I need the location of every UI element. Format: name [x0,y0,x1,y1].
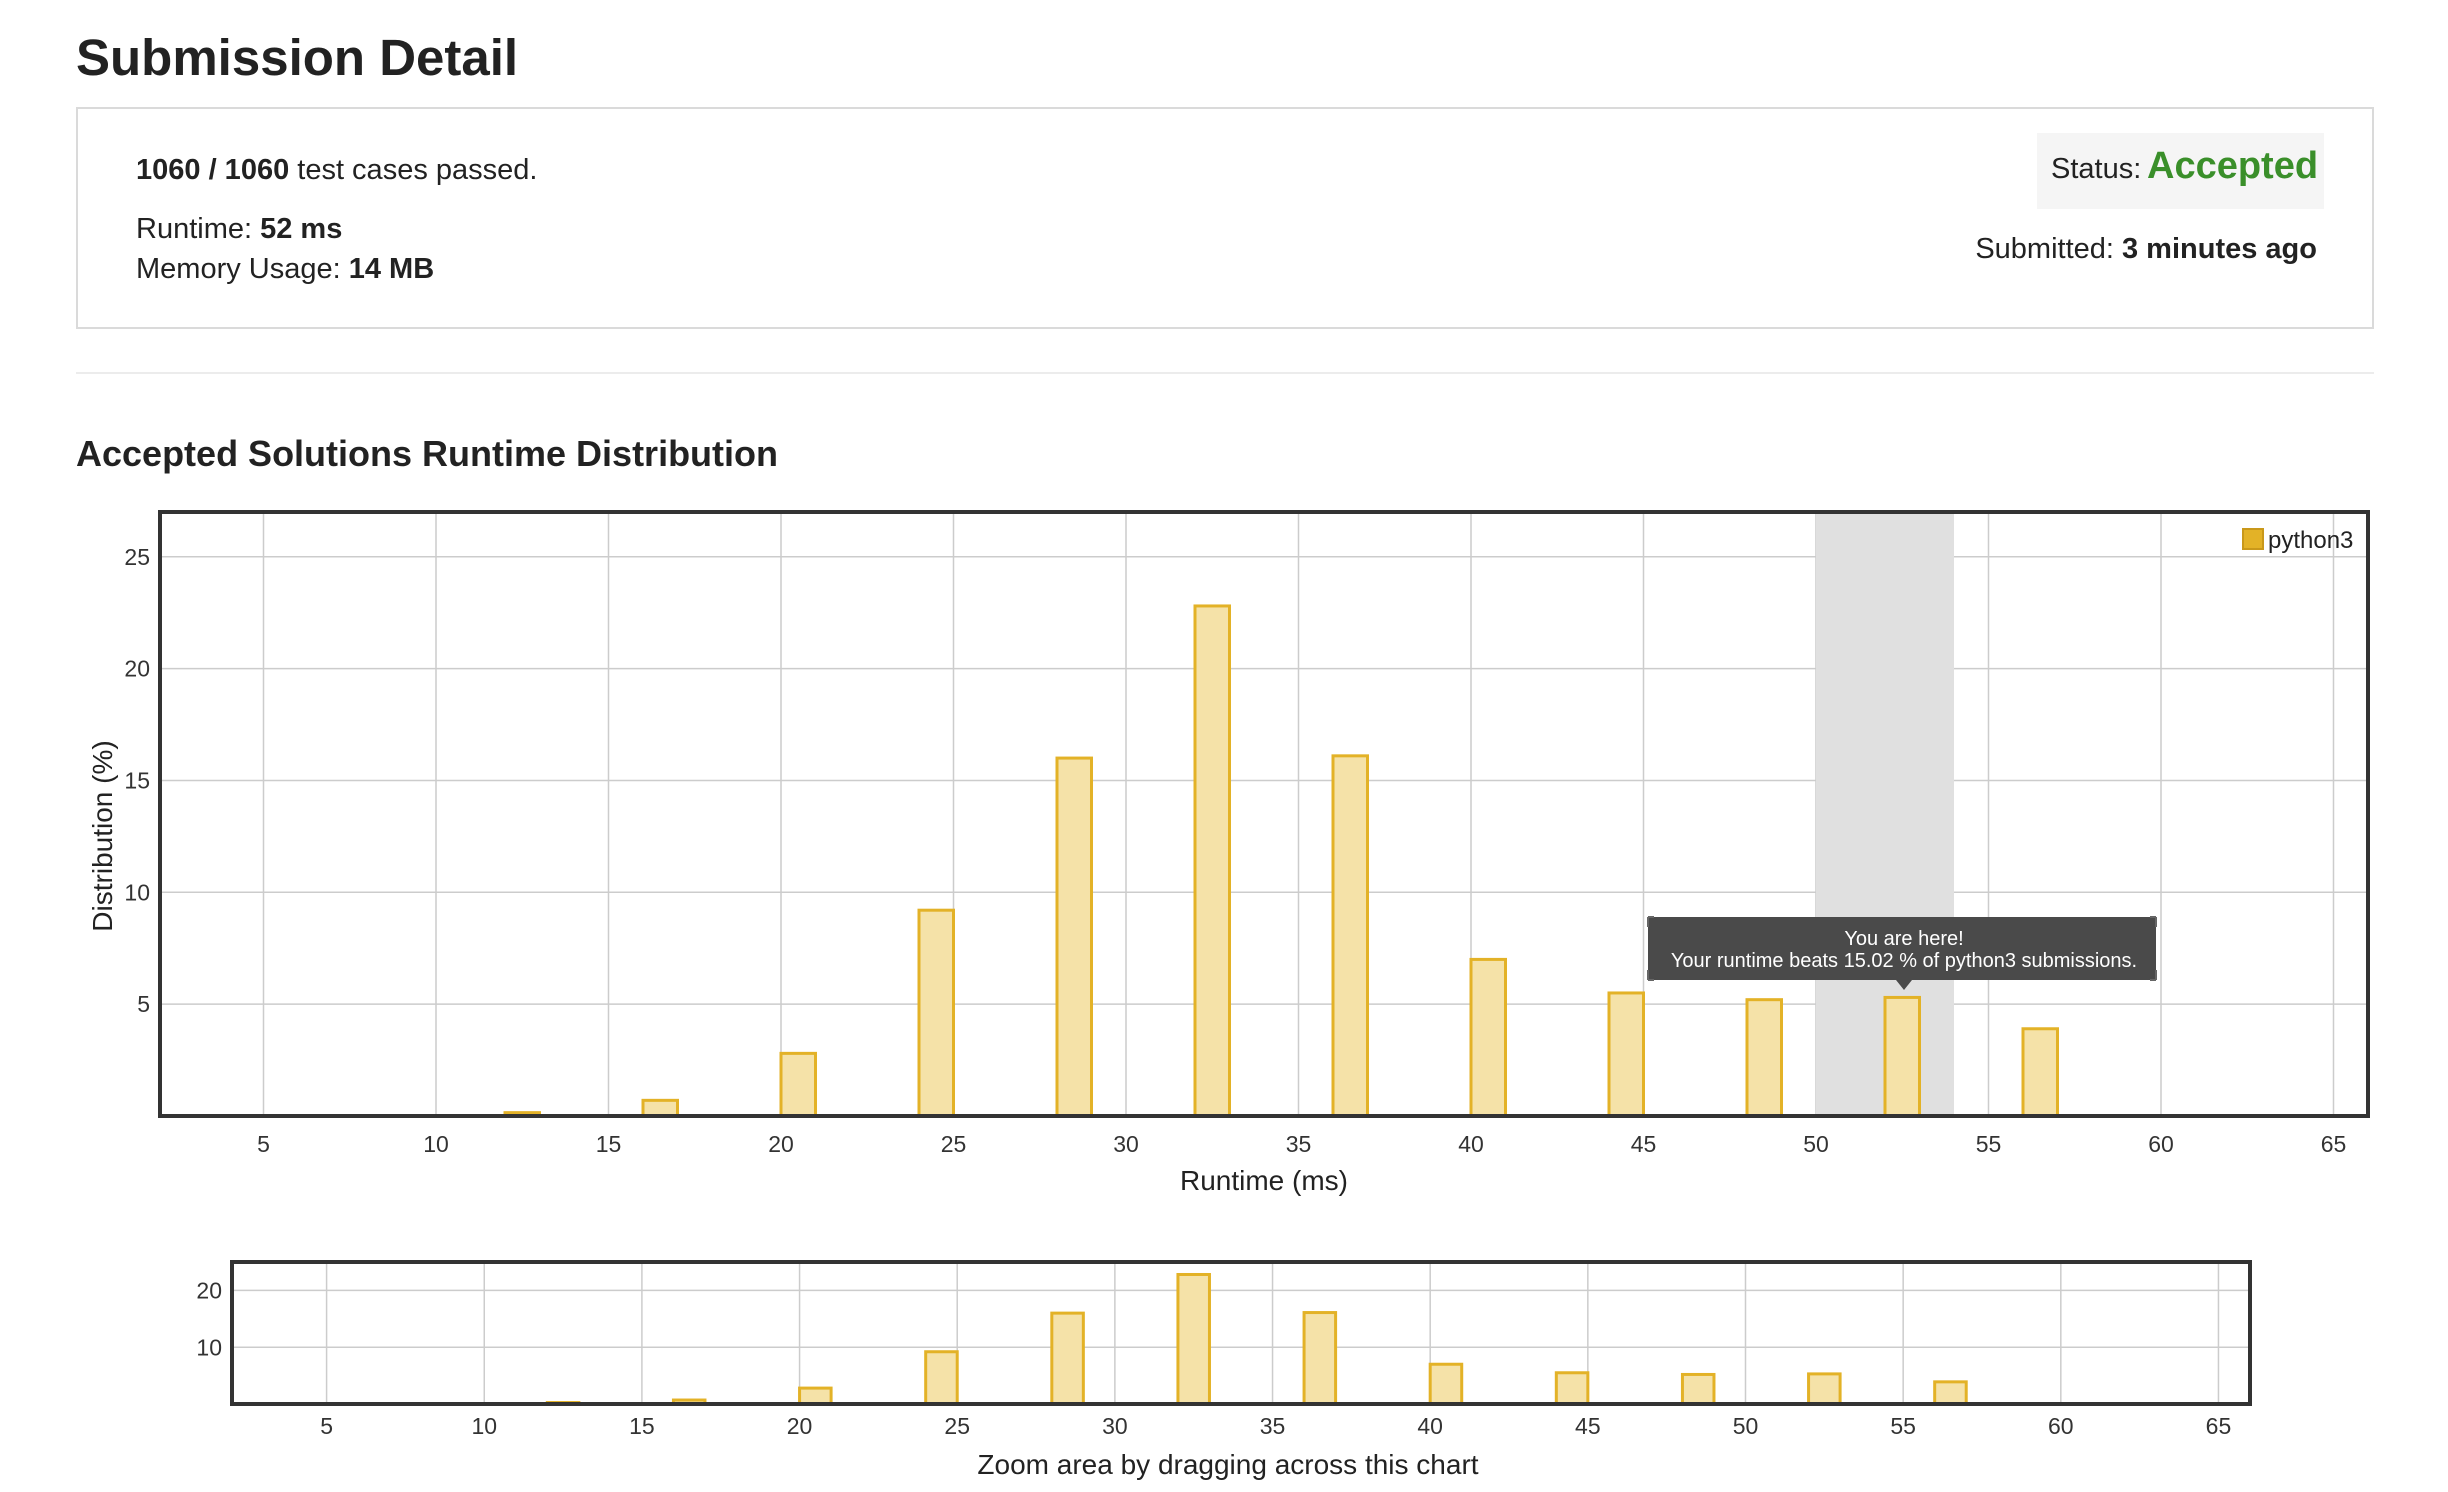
bar-24.5[interactable] [917,908,955,1118]
x-tick-label: 45 [1575,1413,1601,1439]
main-x-tick-labels: 5 10 15 20 25 30 35 40 45 50 55 60 65 [257,1131,2346,1157]
x-tick-label: 35 [1286,1131,1312,1157]
bar-56.5[interactable] [1933,1380,1968,1406]
y-tick-label: 20 [124,656,150,682]
submitted-label: Submitted: [1975,233,2122,265]
y-tick-label: 10 [124,879,150,905]
navigator-y-tick-labels: 10 20 [196,1277,222,1360]
x-tick-label: 50 [1803,1131,1829,1157]
x-tick-label: 40 [1458,1131,1484,1157]
bar-48.5[interactable] [1680,1372,1716,1406]
bar-28.5[interactable] [1050,1311,1085,1406]
x-tick-label: 5 [320,1413,333,1439]
bar-48.5[interactable] [1745,998,1783,1118]
bar-20.5[interactable] [779,1051,817,1118]
x-tick-label: 55 [1976,1131,2002,1157]
navigator-x-tick-labels: 5 10 15 20 25 30 35 40 45 50 55 60 65 [320,1413,2231,1439]
y-tick-label: 20 [196,1277,222,1303]
navigator-plot-border [230,1260,2252,1406]
x-tick-label: 65 [2206,1413,2232,1439]
runtime-tooltip: You are here! Your runtime beats 15.02 %… [1647,916,2157,990]
runtime-line: Runtime: 52 ms [136,213,342,246]
x-tick-label: 35 [1260,1413,1286,1439]
legend[interactable]: python3 [2242,527,2353,554]
legend-swatch [2242,528,2264,550]
tooltip-line-1: You are here! [1844,928,1963,950]
main-y-tick-labels: 5 10 15 20 25 [124,544,150,1017]
bar-24.5[interactable] [924,1350,959,1406]
bar-44.5[interactable] [1554,1371,1590,1406]
main-plot-frame [160,512,2368,1116]
x-tick-label: 5 [257,1131,270,1157]
memory-label: Memory Usage: [136,253,349,285]
x-tick-label: 65 [2321,1131,2347,1157]
section-divider [76,372,2374,374]
bar-36.5[interactable] [1331,754,1369,1118]
submitted-value: 3 minutes ago [2122,233,2317,265]
bar-28.5[interactable] [1055,756,1093,1118]
status-box [2037,133,2324,209]
test-cases-count: 1060 / 1060 [136,154,290,186]
bar-16.5[interactable] [641,1098,679,1118]
bar-20.5[interactable] [798,1386,833,1406]
x-tick-label: 55 [1890,1413,1916,1439]
status-label: Status: [2051,153,2142,185]
submitted-line: Submitted: 3 minutes ago [1975,233,2317,266]
page-title: Submission Detail [76,29,519,86]
bar-52.5[interactable] [1807,1372,1842,1406]
y-tick-label: 10 [196,1334,222,1360]
x-axis-label: Runtime (ms) [1180,1165,1348,1196]
bar-44.5[interactable] [1607,991,1645,1118]
bar-56.5[interactable] [2021,1027,2059,1118]
x-tick-label: 25 [941,1131,967,1157]
memory-line: Memory Usage: 14 MB [136,253,434,286]
y-axis-label: Distribution (%) [87,740,118,931]
section-title: Accepted Solutions Runtime Distribution [76,433,779,474]
x-tick-label: 10 [471,1413,497,1439]
runtime-value: 52 ms [260,213,343,245]
y-tick-label: 15 [124,767,150,793]
navigator-grid [232,1262,2250,1404]
status-accepted-link[interactable]: Accepted [2147,145,2319,187]
x-tick-label: 60 [2148,1131,2174,1157]
x-tick-label: 45 [1631,1131,1657,1157]
tooltip-line-2: Your runtime beats 15.02 % of python3 su… [1671,950,2137,972]
memory-value: 14 MB [348,253,435,285]
y-tick-label: 5 [137,991,150,1017]
bar-40.5[interactable] [1428,1362,1464,1406]
bar-32.5[interactable] [1193,604,1231,1118]
x-tick-label: 15 [596,1131,622,1157]
test-cases-line: 1060 / 1060 test cases passed. [136,154,537,187]
bar-36.5[interactable] [1302,1311,1338,1406]
zoom-navigator-chart[interactable]: 5 10 15 20 25 30 35 40 45 50 55 60 65 10 20 Zoom area… [0,1220,2448,1492]
navigator-bars [545,1272,1968,1406]
x-tick-label: 15 [629,1413,655,1439]
x-tick-label: 25 [944,1413,970,1439]
x-tick-label: 20 [768,1131,794,1157]
y-tick-label: 25 [124,544,150,570]
bar-32.5[interactable] [1176,1272,1211,1406]
legend-label: python3 [2268,527,2353,554]
x-tick-label: 20 [787,1413,813,1439]
submission-summary-panel [76,107,2374,329]
test-cases-suffix: test cases passed. [289,154,538,186]
x-tick-label: 50 [1733,1413,1759,1439]
zoom-hint-label: Zoom area by dragging across this chart [977,1449,1478,1480]
x-tick-label: 60 [2048,1413,2074,1439]
runtime-label: Runtime: [136,213,261,245]
runtime-distribution-chart[interactable]: 5 10 15 20 25 30 35 40 45 50 55 60 65 5 10 15 20 25 Dist… [0,0,2448,1220]
x-tick-label: 30 [1102,1413,1128,1439]
bar-52.5[interactable] [1883,995,1921,1118]
x-tick-label: 30 [1113,1131,1139,1157]
x-tick-label: 10 [423,1131,449,1157]
x-tick-label: 40 [1417,1413,1443,1439]
bar-40.5[interactable] [1469,957,1507,1118]
main-plot-border [158,510,2370,1118]
